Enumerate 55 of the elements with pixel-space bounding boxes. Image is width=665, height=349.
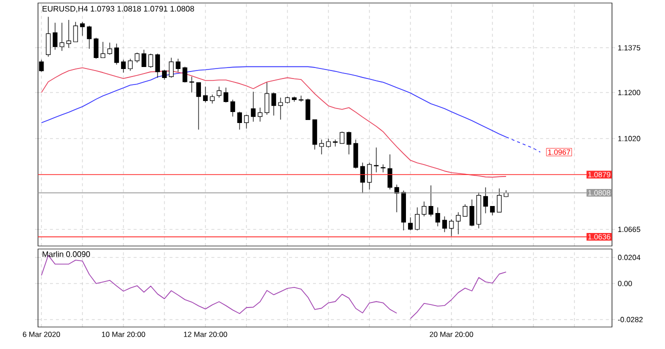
candlestick: [271, 92, 276, 116]
candlestick: [422, 201, 426, 217]
candlestick: [346, 131, 352, 155]
candlestick: [360, 162, 365, 194]
candlestick: [367, 162, 372, 190]
candlestick: [264, 82, 270, 116]
candlestick: [483, 187, 488, 214]
candlestick: [162, 69, 167, 80]
candlestick: [148, 53, 154, 68]
candlestick: [80, 22, 85, 36]
candlestick: [340, 131, 344, 144]
candlestick: [449, 219, 454, 237]
candlestick: [258, 107, 262, 122]
candlestick: [196, 82, 201, 130]
candlestick: [134, 52, 140, 63]
candlestick: [216, 86, 222, 98]
candlestick: [319, 139, 324, 155]
candlestick: [176, 58, 180, 72]
candlestick: [128, 58, 133, 72]
candlestick: [46, 16, 51, 58]
candlestick: [182, 66, 188, 83]
candlestick: [408, 217, 413, 231]
candlestick: [142, 50, 146, 67]
candlestick: [155, 53, 160, 78]
candlestick: [414, 207, 420, 231]
candlestick: [496, 188, 502, 213]
candlestick: [374, 147, 379, 173]
candlestick: [60, 22, 64, 52]
candlestick: [244, 114, 249, 129]
candlestick: [428, 185, 434, 217]
candlestick: [435, 207, 440, 227]
candlestick: [237, 111, 242, 130]
candlestick: [168, 57, 174, 78]
candlestick: [250, 91, 256, 122]
candlestick: [73, 22, 78, 42]
candlestick: [456, 212, 461, 235]
candlestick: [100, 42, 106, 58]
candlestick: [394, 184, 400, 213]
candlestick: [462, 204, 468, 217]
candlestick: [388, 154, 392, 190]
candlestick: [224, 87, 228, 103]
candlestick: [94, 37, 98, 60]
candlestick: [107, 42, 112, 55]
candlestick: [203, 86, 208, 103]
candlestick: [52, 22, 58, 50]
candlestick: [189, 76, 194, 93]
candlestick: [86, 25, 92, 50]
candlestick: [66, 20, 72, 48]
candlestick: [442, 216, 447, 232]
candlestick: [121, 59, 126, 73]
candlestick: [470, 199, 474, 227]
candlestick: [230, 99, 236, 117]
candlestick: [114, 43, 119, 65]
candlestick: [278, 97, 283, 120]
candlestick: [306, 98, 310, 120]
